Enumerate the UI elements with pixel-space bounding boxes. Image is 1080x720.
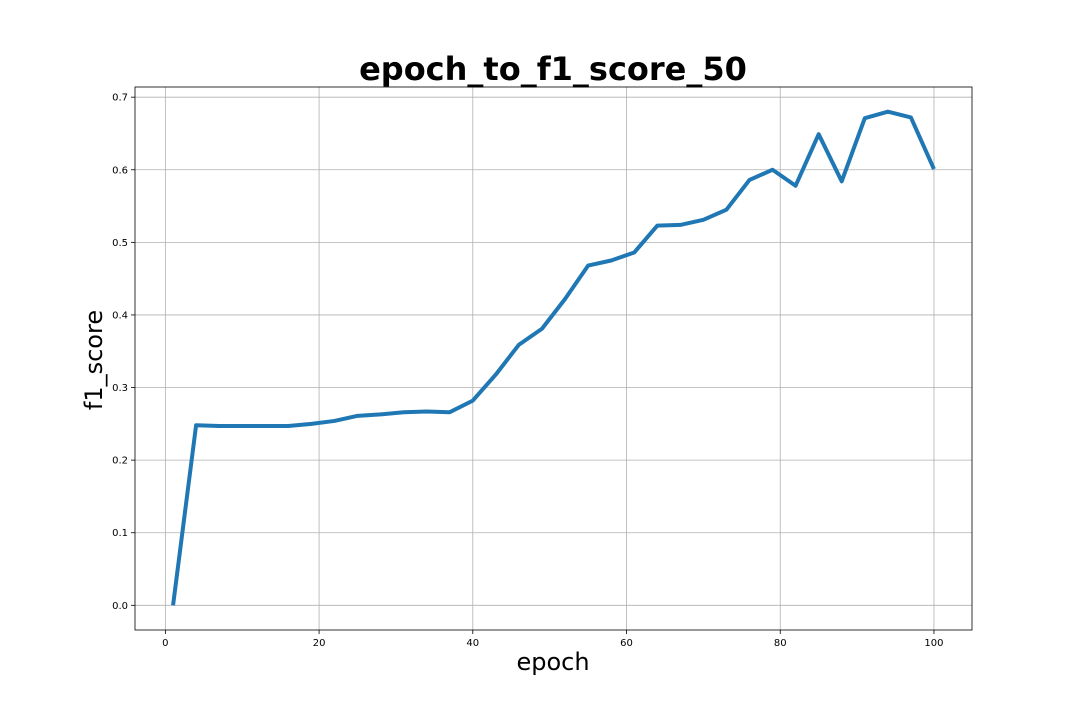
x-tick-label: 80 xyxy=(774,638,787,649)
series-line xyxy=(171,109,936,606)
series-layer xyxy=(171,109,936,606)
grid xyxy=(135,87,972,630)
x-tick-label: 60 xyxy=(620,638,633,649)
y-tick-label: 0.5 xyxy=(112,238,128,249)
y-tick-label: 0.7 xyxy=(112,93,128,104)
plot-frame xyxy=(134,86,973,631)
y-tick-label: 0.6 xyxy=(112,165,128,176)
y-tick-label: 0.2 xyxy=(112,456,128,467)
x-axis-label: epoch xyxy=(516,648,589,676)
y-axis-label: f1_score xyxy=(80,310,108,410)
axis-ticks: 0 20 40 60 80 100 0.0 0.1 0.2 0.3 0.4 0.5 0.6 0.7 xyxy=(112,93,943,649)
y-tick-label: 0.1 xyxy=(112,528,128,539)
y-tick-label: 0.3 xyxy=(112,383,128,394)
y-tick-label: 0.0 xyxy=(112,601,128,612)
y-tick-label: 0.4 xyxy=(112,310,128,321)
x-tick-label: 40 xyxy=(466,638,479,649)
x-tick-label: 100 xyxy=(924,638,943,649)
x-tick-label: 20 xyxy=(313,638,326,649)
x-tick-label: 0 xyxy=(162,638,168,649)
chart-title: epoch_to_f1_score_50 xyxy=(359,50,747,88)
